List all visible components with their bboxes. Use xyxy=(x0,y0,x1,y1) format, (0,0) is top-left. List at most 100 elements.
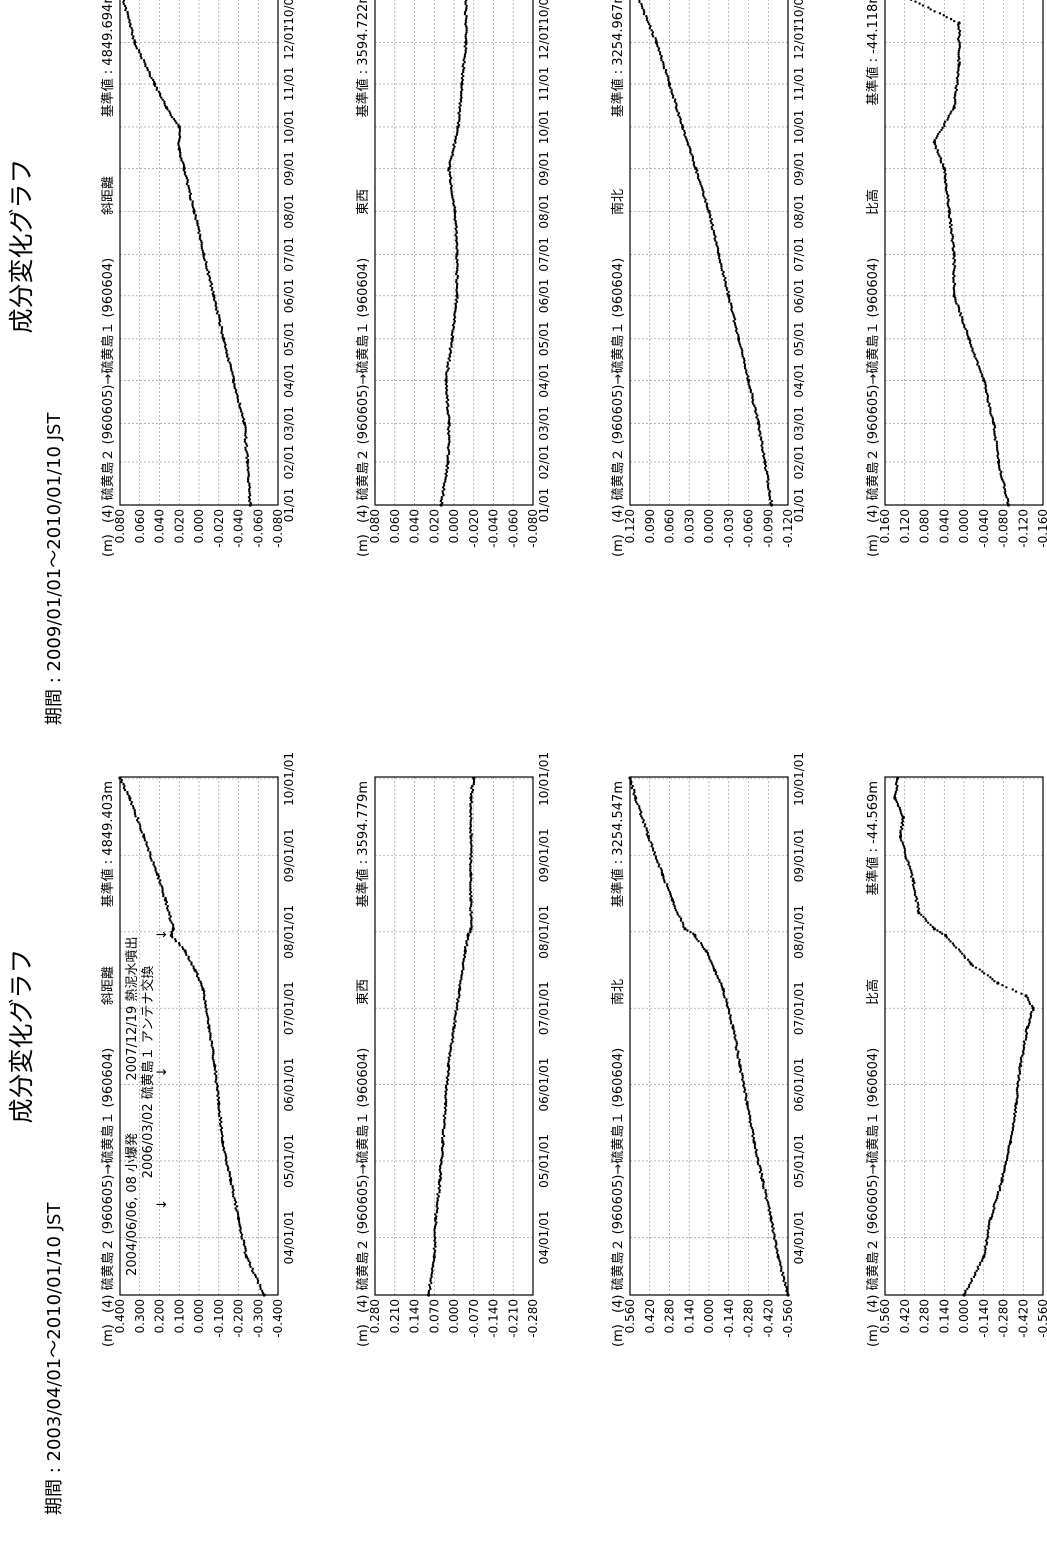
data-point xyxy=(454,272,458,276)
data-point xyxy=(767,1209,770,1212)
data-point xyxy=(179,153,182,157)
data-point xyxy=(1012,1124,1015,1128)
data-point xyxy=(906,859,909,862)
data-point xyxy=(702,190,705,194)
data-point xyxy=(244,446,247,449)
data-point xyxy=(746,1104,749,1107)
data-point xyxy=(972,1275,976,1279)
data-point xyxy=(1002,1170,1006,1174)
data-point xyxy=(969,343,973,346)
data-point xyxy=(945,182,948,186)
data-point xyxy=(754,1150,758,1154)
data-point xyxy=(644,823,647,826)
data-point xyxy=(765,472,769,475)
data-point xyxy=(460,96,463,99)
data-point xyxy=(953,19,956,23)
data-point xyxy=(695,938,698,941)
data-point xyxy=(132,35,135,38)
data-point xyxy=(212,1048,215,1051)
data-point xyxy=(767,1203,770,1206)
data-point xyxy=(198,237,202,240)
data-point xyxy=(207,1025,211,1030)
data-point xyxy=(454,137,457,140)
data-point xyxy=(470,813,473,816)
data-point xyxy=(469,853,472,856)
data-point xyxy=(187,957,190,960)
data-point xyxy=(146,66,149,70)
x-tick-label: 08/01/01 xyxy=(792,905,806,959)
data-point xyxy=(220,1136,224,1140)
data-point xyxy=(173,938,177,941)
data-point xyxy=(665,72,668,76)
data-point xyxy=(459,980,462,983)
data-point xyxy=(901,823,905,827)
data-point xyxy=(444,1100,448,1103)
data-point xyxy=(667,78,670,82)
data-point xyxy=(463,955,467,959)
data-point xyxy=(199,233,202,236)
data-point xyxy=(133,811,137,814)
data-point xyxy=(645,16,649,20)
data-point xyxy=(670,90,673,93)
data-point xyxy=(765,1199,769,1202)
data-point xyxy=(970,345,973,348)
x-tick-label: 04/01/01 xyxy=(792,1211,806,1265)
data-point xyxy=(130,33,134,36)
data-point xyxy=(172,925,175,929)
data-point xyxy=(256,1277,259,1281)
data-point xyxy=(936,929,939,932)
data-point xyxy=(947,214,951,217)
data-point xyxy=(956,82,959,86)
data-point xyxy=(240,1237,244,1240)
data-point xyxy=(638,0,641,2)
data-point xyxy=(240,1233,244,1236)
data-point xyxy=(433,1233,436,1236)
data-point xyxy=(939,157,943,160)
data-point xyxy=(759,432,762,435)
data-point xyxy=(998,466,1001,470)
data-point xyxy=(654,855,658,858)
data-point xyxy=(214,1078,218,1081)
data-point xyxy=(633,790,636,794)
x-tick-label: 09/01 xyxy=(537,151,551,186)
data-point xyxy=(206,1016,210,1019)
data-point xyxy=(1007,1146,1010,1150)
data-point xyxy=(1028,1022,1031,1025)
data-point xyxy=(448,1052,451,1055)
plot-frame xyxy=(374,776,534,1296)
data-point xyxy=(938,130,941,134)
data-point xyxy=(966,958,970,961)
data-point xyxy=(241,416,245,419)
data-point xyxy=(463,60,466,64)
data-point xyxy=(230,369,233,372)
x-tick-label: 02/01 xyxy=(537,445,551,480)
data-point xyxy=(188,190,191,194)
data-point xyxy=(211,292,214,296)
data-point xyxy=(995,442,999,445)
data-point xyxy=(435,1205,438,1208)
data-point xyxy=(454,298,458,301)
data-point xyxy=(441,1132,445,1136)
data-point xyxy=(758,1164,762,1168)
data-point xyxy=(246,478,250,481)
data-point xyxy=(456,249,459,252)
data-point xyxy=(748,1116,752,1120)
data-point xyxy=(710,221,713,225)
data-point xyxy=(745,1102,749,1106)
data-point xyxy=(966,1287,969,1291)
data-point xyxy=(674,98,677,101)
data-point xyxy=(954,296,957,300)
data-point xyxy=(776,1255,780,1259)
data-point xyxy=(908,865,912,868)
data-point xyxy=(442,494,445,497)
data-point xyxy=(672,902,675,906)
data-point xyxy=(470,784,474,788)
data-point xyxy=(434,1223,437,1226)
data-point xyxy=(760,1176,763,1180)
data-point xyxy=(917,903,920,906)
data-point xyxy=(448,353,451,356)
data-point xyxy=(741,1078,744,1081)
data-point xyxy=(163,104,167,107)
data-point xyxy=(761,442,764,445)
data-point xyxy=(1002,486,1006,489)
